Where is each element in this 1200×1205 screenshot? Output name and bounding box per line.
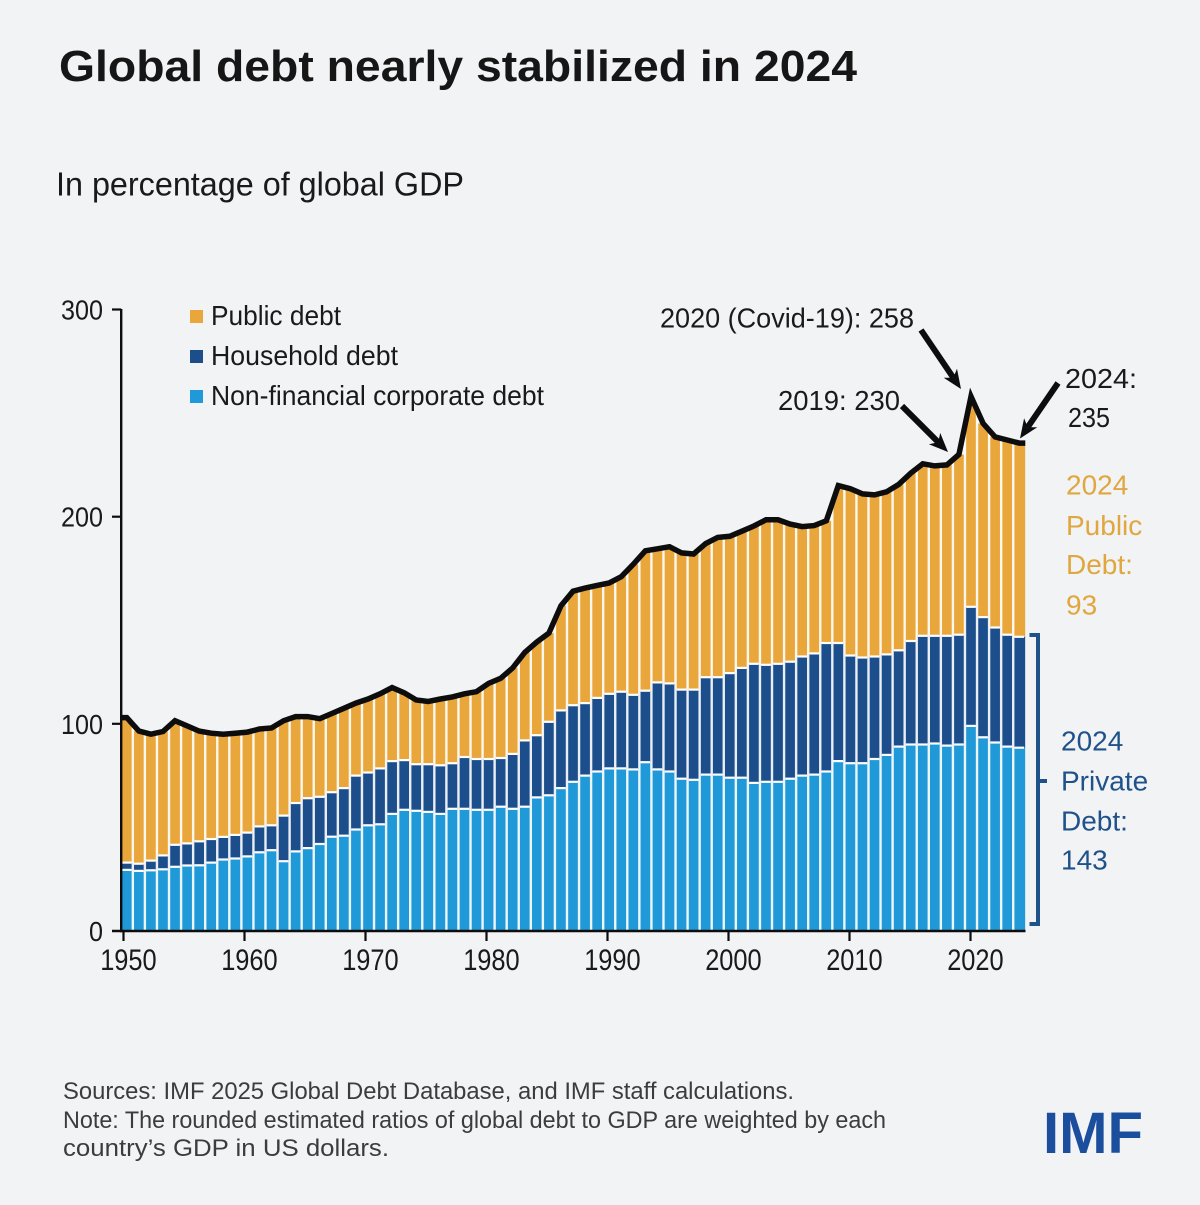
svg-text:1960: 1960 xyxy=(221,944,278,977)
svg-text:Private: Private xyxy=(1061,766,1148,797)
svg-text:300: 300 xyxy=(61,295,103,326)
svg-text:2010: 2010 xyxy=(826,944,883,977)
svg-text:2019: 230: 2019: 230 xyxy=(778,385,900,416)
svg-text:1950: 1950 xyxy=(100,944,157,977)
svg-text:2000: 2000 xyxy=(705,944,762,977)
svg-text:Non-financial corporate debt: Non-financial corporate debt xyxy=(211,380,544,411)
svg-text:1990: 1990 xyxy=(584,944,641,977)
svg-text:Household debt: Household debt xyxy=(211,340,398,371)
svg-text:In percentage of global GDP: In percentage of global GDP xyxy=(56,166,464,203)
svg-text:Global debt nearly stabilized: Global debt nearly stabilized in 2024 xyxy=(59,42,858,91)
svg-text:Sources: IMF 2025 Global Debt: Sources: IMF 2025 Global Debt Database, … xyxy=(63,1078,794,1105)
svg-text:2024:: 2024: xyxy=(1065,363,1137,394)
svg-text:200: 200 xyxy=(61,502,103,533)
svg-text:Debt:: Debt: xyxy=(1061,806,1128,837)
svg-text:country’s GDP in US dollars.: country’s GDP in US dollars. xyxy=(63,1135,389,1162)
svg-text:93: 93 xyxy=(1066,590,1097,621)
svg-text:Public debt: Public debt xyxy=(211,300,341,331)
svg-text:100: 100 xyxy=(61,709,103,740)
svg-text:1970: 1970 xyxy=(342,944,399,977)
svg-text:143: 143 xyxy=(1061,845,1108,876)
svg-text:IMF: IMF xyxy=(1043,1101,1143,1166)
svg-text:2020 (Covid-19): 258: 2020 (Covid-19): 258 xyxy=(660,303,914,334)
svg-text:Debt:: Debt: xyxy=(1066,549,1133,580)
svg-text:0: 0 xyxy=(89,916,103,947)
svg-text:235: 235 xyxy=(1068,402,1110,433)
svg-text:2020: 2020 xyxy=(947,944,1004,977)
svg-text:2024: 2024 xyxy=(1066,470,1128,501)
svg-text:Note: The rounded estimated ra: Note: The rounded estimated ratios of gl… xyxy=(63,1107,886,1134)
svg-text:2024: 2024 xyxy=(1061,726,1123,757)
svg-text:1980: 1980 xyxy=(463,944,520,977)
svg-text:Public: Public xyxy=(1066,510,1142,541)
